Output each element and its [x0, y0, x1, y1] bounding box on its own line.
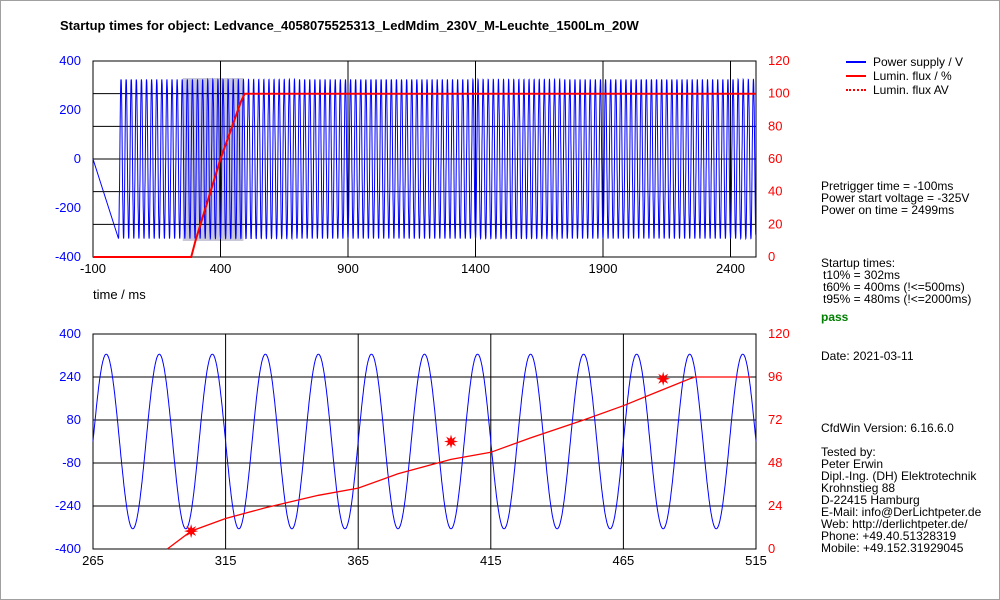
y-right-tick-label: 0: [768, 249, 775, 264]
y-right-tick-label: 20: [768, 216, 782, 231]
y-right-tick-label: 24: [768, 498, 782, 513]
plot-frame: [92, 333, 757, 550]
on-time-text: Power on time = 2499ms: [821, 203, 955, 217]
chart-title: Startup times for object: Ledvance_40580…: [60, 18, 639, 33]
result-badge: pass: [821, 310, 849, 324]
x-tick-label: 400: [210, 261, 232, 276]
y-right-tick-label: 80: [768, 118, 782, 133]
legend-label: Lumin. flux AV: [873, 83, 949, 97]
tester-line: E-Mail: info@DerLichtpeter.de: [821, 505, 982, 519]
chart-zoom: 265 315 365 415 465 515 -400 -240 -80 80 240 400 0 24…: [55, 326, 790, 568]
y-right-tick-label: 96: [768, 369, 782, 384]
series-lumin-flux: [166, 376, 751, 550]
startup-header: Startup times:: [821, 256, 896, 270]
t10-text: t10% = 302ms: [823, 268, 901, 282]
x-tick-label: 315: [215, 553, 237, 568]
x-tick-label: 1900: [589, 261, 618, 276]
y-left-tick-label: -400: [55, 249, 81, 264]
flux-marker: [656, 371, 671, 386]
version-text: CfdWin Version: 6.16.6.0: [821, 421, 954, 435]
legend-label: Power supply / V: [873, 55, 964, 69]
y-left-tick-label: 0: [74, 151, 81, 166]
tester-line: Peter Erwin: [821, 457, 884, 471]
chart-overview: -100 400 900 1400 1900 2400 -400 -200 0 200 400 0 20…: [55, 53, 790, 302]
x-tick-label: 465: [613, 553, 635, 568]
t95-text: t95% = 480ms (!<=2000ms): [823, 292, 972, 306]
x-tick-label: 265: [82, 553, 104, 568]
startup-times: Startup times: t10% = 302ms t60% = 400ms…: [821, 257, 971, 323]
series-power-supply: [92, 353, 757, 530]
series-power-supply: [92, 77, 757, 241]
x-axis-label: time / ms: [93, 287, 146, 302]
tester-line: Tested by:: [821, 445, 876, 459]
y-left-tick-label: -400: [55, 541, 81, 556]
y-right-tick-label: 72: [768, 412, 782, 427]
x-tick-label: 415: [480, 553, 502, 568]
start-voltage-text: Power start voltage = -325V: [821, 191, 970, 205]
tester-line: Dipl.-Ing. (DH) Elektrotechnik: [821, 469, 977, 483]
y-left-tick-label: -200: [55, 200, 81, 215]
tester-info: Tested by: Peter Erwin Dipl.-Ing. (DH) E…: [821, 446, 981, 554]
x-tick-label: 365: [347, 553, 369, 568]
y-left-tick-label: 400: [59, 326, 81, 341]
y-right-tick-label: 0: [768, 541, 775, 556]
tester-line: Mobile: +49.152.31929045: [821, 541, 964, 555]
x-tick-label: 1400: [461, 261, 490, 276]
y-right-tick-label: 100: [768, 86, 790, 101]
date-text: Date: 2021-03-11: [821, 349, 914, 363]
y-left-tick-label: 200: [59, 102, 81, 117]
flux-marker: [444, 434, 458, 449]
series-lumin-flux: [93, 92, 756, 258]
tester-line: D-22415 Hamburg: [821, 493, 920, 507]
legend-label: Lumin. flux / %: [873, 69, 952, 83]
y-left-tick-label: 240: [59, 369, 81, 384]
y-left-tick-label: -80: [62, 455, 81, 470]
tester-line: Phone: +49.40.51328319: [821, 529, 957, 543]
y-left-tick-label: 80: [67, 412, 81, 427]
legend-swatch-blue: [846, 61, 866, 63]
legend-swatch-red: [846, 75, 866, 77]
x-tick-label: -100: [80, 261, 106, 276]
flux-marker: [184, 524, 199, 539]
t60-text: t60% = 400ms (!<=500ms): [823, 280, 965, 294]
y-right-tick-label: 60: [768, 151, 782, 166]
pretrigger-text: Pretrigger time = -100ms: [821, 179, 954, 193]
y-right-tick-label: 120: [768, 326, 790, 341]
timing-info: Pretrigger time = -100ms Power start vol…: [821, 180, 969, 216]
x-tick-label: 2400: [716, 261, 745, 276]
y-left-tick-label: 400: [59, 53, 81, 68]
y-right-tick-label: 40: [768, 184, 782, 199]
x-tick-label: 900: [337, 261, 359, 276]
legend-swatch-red-dotted: [846, 89, 866, 91]
tester-line: Web: http://derlichtpeter.de/: [821, 517, 968, 531]
y-right-tick-label: 120: [768, 53, 790, 68]
y-left-tick-label: -240: [55, 498, 81, 513]
x-tick-label: 515: [745, 553, 767, 568]
tester-line: Krohnstieg 88: [821, 481, 896, 495]
y-right-tick-label: 48: [768, 455, 782, 470]
